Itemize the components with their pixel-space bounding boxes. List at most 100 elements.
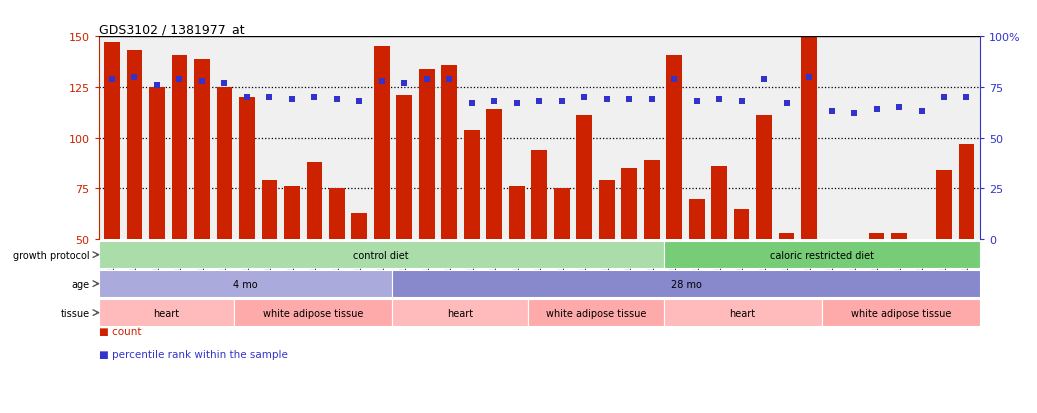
Bar (329, 189, 344, 240)
Point (846, 111, 863, 117)
Bar (711, 167, 727, 240)
Bar (846, 240, 862, 256)
Bar (99, 242, 664, 268)
Bar (127, 51, 142, 240)
Bar (396, 96, 412, 240)
Bar (284, 187, 300, 240)
Point (329, 97, 345, 103)
Text: white adipose tissue: white adipose tissue (263, 308, 363, 318)
Text: 4 mo: 4 mo (233, 279, 258, 289)
Point (756, 76, 773, 83)
Bar (958, 145, 975, 240)
Point (891, 104, 907, 111)
Point (464, 101, 480, 107)
Point (127, 74, 143, 81)
Point (689, 99, 705, 105)
Bar (217, 88, 232, 240)
Bar (149, 88, 165, 240)
Point (441, 76, 457, 83)
Point (598, 97, 615, 103)
Bar (823, 240, 839, 248)
Bar (464, 130, 480, 240)
Bar (419, 69, 435, 240)
Point (194, 78, 211, 85)
Bar (869, 233, 885, 240)
Bar (374, 47, 390, 240)
Point (171, 76, 188, 83)
Point (823, 109, 840, 115)
Point (576, 95, 592, 101)
Point (935, 95, 952, 101)
Point (914, 109, 930, 115)
Bar (644, 161, 660, 240)
Point (710, 97, 727, 103)
Text: age: age (72, 279, 90, 289)
Bar (689, 199, 704, 240)
Bar (392, 271, 980, 297)
Text: GDS3102 / 1381977_at: GDS3102 / 1381977_at (99, 23, 244, 36)
Point (306, 95, 323, 101)
Point (779, 101, 795, 107)
Text: ■ percentile rank within the sample: ■ percentile rank within the sample (99, 349, 287, 359)
Text: ■ count: ■ count (99, 327, 141, 337)
Point (104, 76, 120, 83)
Bar (756, 116, 772, 240)
Point (666, 76, 682, 83)
Bar (234, 299, 392, 326)
Point (419, 76, 436, 83)
Bar (821, 299, 980, 326)
Bar (261, 181, 277, 240)
Point (554, 99, 570, 105)
Bar (936, 171, 952, 240)
Bar (392, 299, 528, 326)
Point (352, 99, 368, 105)
Bar (442, 66, 457, 240)
Bar (802, 27, 817, 240)
Point (216, 81, 232, 87)
Bar (194, 59, 209, 240)
Text: white adipose tissue: white adipose tissue (545, 308, 646, 318)
Bar (486, 110, 502, 240)
Bar (171, 55, 188, 240)
Bar (664, 299, 821, 326)
Point (621, 97, 638, 103)
Point (261, 95, 278, 101)
Bar (104, 43, 120, 240)
Point (531, 99, 548, 105)
Bar (891, 233, 907, 240)
Bar (621, 169, 637, 240)
Point (396, 81, 413, 87)
Text: 28 mo: 28 mo (671, 279, 702, 289)
Point (643, 97, 660, 103)
Text: heart: heart (447, 308, 473, 318)
Text: tissue: tissue (60, 308, 90, 318)
Bar (99, 299, 234, 326)
Bar (779, 233, 794, 240)
Bar (528, 299, 664, 326)
Point (508, 101, 525, 107)
Point (239, 95, 255, 101)
Text: heart: heart (153, 308, 179, 318)
Point (486, 99, 503, 105)
Bar (914, 240, 929, 260)
Text: growth protocol: growth protocol (13, 250, 90, 260)
Bar (240, 98, 255, 240)
Bar (554, 189, 569, 240)
Bar (667, 55, 682, 240)
Bar (734, 209, 750, 240)
Point (148, 83, 165, 89)
Point (868, 107, 885, 113)
Bar (352, 213, 367, 240)
Text: control diet: control diet (354, 250, 409, 260)
Bar (531, 150, 548, 240)
Point (373, 78, 390, 85)
Point (958, 95, 975, 101)
Bar (509, 187, 525, 240)
Point (283, 97, 300, 103)
Bar (307, 163, 323, 240)
Text: heart: heart (730, 308, 756, 318)
Bar (664, 242, 980, 268)
Bar (577, 116, 592, 240)
Text: white adipose tissue: white adipose tissue (850, 308, 951, 318)
Bar (99, 271, 392, 297)
